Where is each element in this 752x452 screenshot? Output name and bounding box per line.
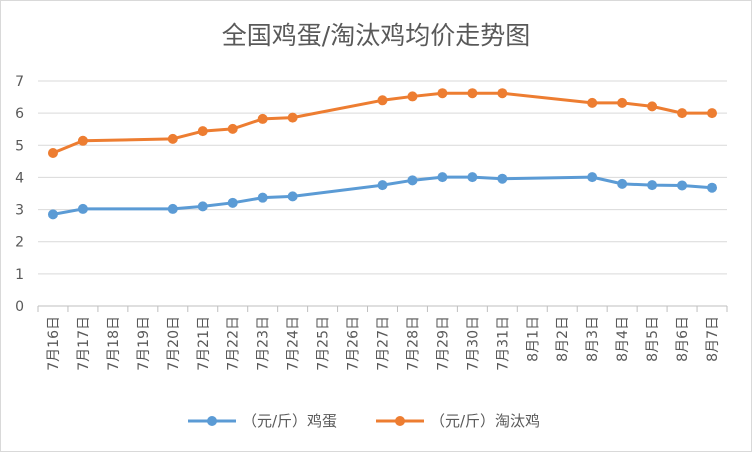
data-point[interactable] [197,126,208,137]
x-tick-label: 8月4日 [615,316,631,362]
x-tick-label: 7月22日 [226,316,242,371]
y-tick-label: 7 [15,74,24,90]
x-tick-label: 7月17日 [76,316,92,371]
data-point[interactable] [257,113,268,124]
chart-title: 全国鸡蛋/淘汰鸡均价走势图 [222,21,530,50]
data-point[interactable] [227,197,238,208]
x-tick-label: 7月30日 [465,316,481,371]
data-point[interactable] [587,97,598,108]
x-tick-label: 8月2日 [555,316,571,362]
data-point[interactable] [647,101,658,112]
data-point[interactable] [467,88,478,99]
data-point[interactable] [407,91,418,102]
x-tick-label: 8月5日 [645,316,661,362]
data-point[interactable] [377,95,388,106]
data-point[interactable] [47,148,58,158]
x-tick-label: 7月27日 [376,316,392,371]
data-point[interactable] [77,135,88,146]
data-point[interactable] [707,182,718,193]
data-point[interactable] [167,133,178,144]
data-point[interactable] [587,172,598,183]
x-tick-label: 7月18日 [106,316,122,371]
x-tick-label: 7月19日 [136,316,152,371]
data-point[interactable] [617,97,628,108]
y-tick-label: 6 [15,106,24,122]
data-point[interactable] [707,108,718,119]
y-tick-label: 5 [15,138,24,154]
y-tick-label: 0 [15,299,24,315]
x-tick-label: 8月3日 [585,316,601,362]
y-axis: 0 1 2 3 4 5 6 7 [15,74,24,315]
x-tick-label: 8月1日 [525,316,541,362]
data-point[interactable] [647,180,658,191]
x-axis: 7月16日 7月17日 7月18日 7月19日 7月20日 7月21日 7月22日 7月23日… [37,305,728,371]
data-point[interactable] [287,191,298,202]
x-tick-label: 7月31日 [495,316,511,371]
x-tick-label: 7月29日 [435,316,451,371]
series-1 [47,172,718,220]
data-point[interactable] [677,108,688,119]
data-point[interactable] [467,172,478,183]
y-tick-label: 4 [15,170,24,186]
data-point[interactable] [497,88,508,99]
data-point[interactable] [617,178,628,189]
data-point[interactable] [227,123,238,134]
data-point[interactable] [377,180,388,191]
data-point[interactable] [437,172,448,183]
gridlines [38,80,727,275]
x-tick-label: 7月26日 [346,316,362,371]
series-2 [47,88,718,158]
x-tick-label: 7月21日 [196,316,212,371]
x-tick-label: 7月28日 [405,316,421,371]
x-tick-label: 8月6日 [675,316,691,362]
x-tick-label: 7月25日 [316,316,332,371]
legend-marker [207,416,217,426]
data-point[interactable] [437,88,448,99]
data-point[interactable] [497,173,508,184]
legend-label: （元/斤）鸡蛋 [242,412,337,430]
legend-marker [395,416,405,426]
x-tick-label: 7月24日 [286,316,302,371]
data-point[interactable] [677,180,688,191]
y-tick-label: 1 [15,267,24,283]
data-point[interactable] [197,201,208,212]
data-point[interactable] [47,209,58,220]
x-tick-label: 7月16日 [46,316,62,371]
series-group [47,88,718,220]
legend-item[interactable]: （元/斤）鸡蛋 [188,412,337,430]
data-point[interactable] [77,203,88,214]
x-tick-label: 7月20日 [166,316,182,371]
x-tick-label: 7月23日 [256,316,272,371]
data-point[interactable] [257,192,268,203]
y-tick-label: 3 [15,203,24,219]
data-point[interactable] [287,112,298,123]
legend[interactable]: （元/斤）鸡蛋 （元/斤）淘汰鸡 [188,412,540,430]
x-tick-label: 8月7日 [705,316,721,362]
y-tick-label: 2 [15,235,24,251]
data-point[interactable] [407,175,418,186]
data-point[interactable] [167,203,178,214]
legend-label: （元/斤）淘汰鸡 [430,412,540,430]
legend-item[interactable]: （元/斤）淘汰鸡 [376,412,540,430]
